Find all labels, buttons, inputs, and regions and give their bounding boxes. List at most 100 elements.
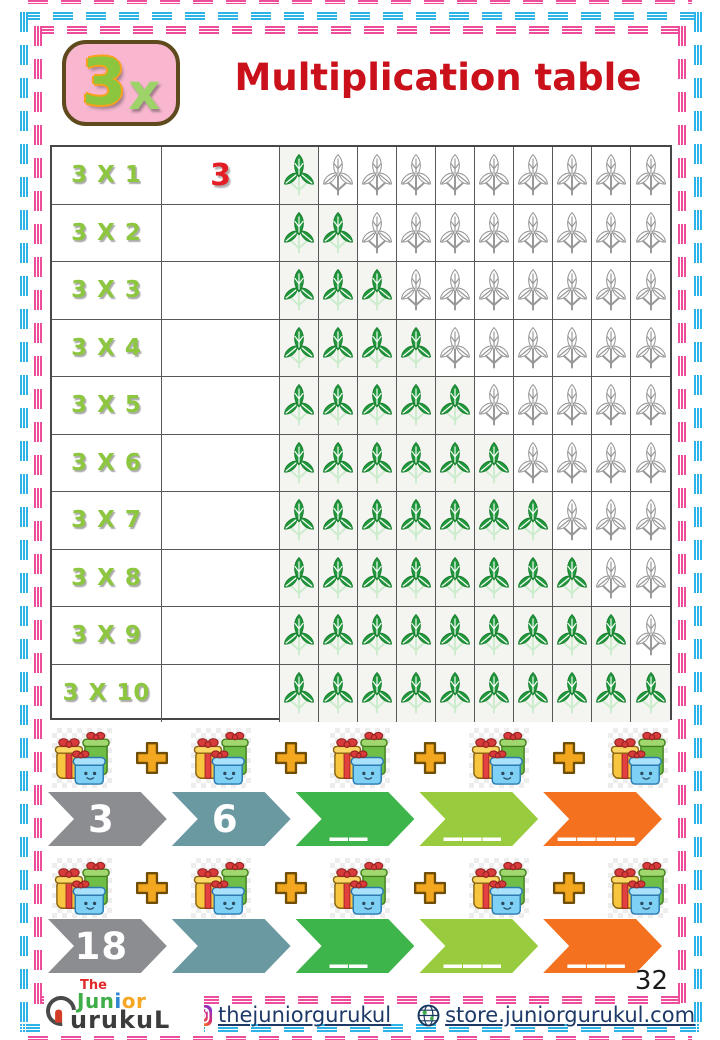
leaf-cell	[436, 607, 475, 665]
leaf-green-icon	[322, 268, 354, 312]
row-label: 3 X 2	[52, 204, 162, 262]
gifts-image	[469, 728, 529, 788]
leaf-cell	[358, 607, 397, 665]
chevron-step[interactable]: __	[296, 919, 415, 973]
leaf-cell	[319, 549, 358, 607]
leaf-outline-icon	[556, 211, 588, 255]
leaf-cell	[514, 434, 553, 492]
chevron-step[interactable]	[172, 919, 291, 973]
leaf-green-icon	[478, 613, 510, 657]
plus-icon	[412, 740, 448, 776]
chevron-step[interactable]: __	[296, 792, 415, 846]
answer-cell[interactable]	[162, 492, 280, 550]
leaf-cell	[436, 377, 475, 435]
leaf-outline-icon	[478, 383, 510, 427]
chevron-step[interactable]: ____	[543, 792, 662, 846]
leaf-cell	[280, 147, 319, 205]
answer-cell[interactable]	[162, 549, 280, 607]
pink-border-right	[678, 26, 686, 1004]
gifts-image	[469, 858, 529, 918]
instagram-handle[interactable]: thejuniorgurukul	[217, 1003, 392, 1027]
leaf-outline-icon	[635, 556, 667, 600]
leaf-outline-icon	[478, 211, 510, 255]
store-url[interactable]: store.juniorgurukul.com	[445, 1003, 696, 1027]
answer-cell[interactable]	[162, 607, 280, 665]
plus-icon	[134, 870, 170, 906]
leaf-cell	[397, 664, 436, 722]
leaf-outline-icon	[595, 211, 627, 255]
chevron-step[interactable]: ___	[419, 792, 538, 846]
answer-cell[interactable]	[162, 262, 280, 320]
leaf-outline-icon	[556, 498, 588, 542]
leaf-cell	[553, 204, 592, 262]
leaf-cell	[358, 549, 397, 607]
leaf-green-icon	[283, 441, 315, 485]
leaf-outline-icon	[635, 268, 667, 312]
outer-pink-border-top	[28, 0, 692, 4]
plus-icon	[551, 740, 587, 776]
leaf-green-icon	[478, 441, 510, 485]
leaf-cell	[514, 492, 553, 550]
leaf-outline-icon	[478, 268, 510, 312]
leaf-green-icon	[361, 326, 393, 370]
leaf-outline-icon	[517, 441, 549, 485]
row-label: 3 X 7	[52, 492, 162, 550]
plus-icon	[273, 740, 309, 776]
leaf-cell	[553, 607, 592, 665]
answer-cell[interactable]	[162, 377, 280, 435]
answer-cell[interactable]	[162, 319, 280, 377]
chevron-step: 6	[172, 792, 291, 846]
leaf-cell	[592, 434, 631, 492]
chevron-step[interactable]: ___	[543, 919, 662, 973]
answer-cell[interactable]	[162, 434, 280, 492]
gifts-row-2	[52, 856, 668, 920]
leaf-outline-icon	[439, 326, 471, 370]
leaf-cell	[397, 434, 436, 492]
leaf-green-icon	[595, 671, 627, 715]
leaf-green-icon	[322, 498, 354, 542]
gifts-image	[191, 858, 251, 918]
plus-icon	[134, 740, 170, 776]
leaf-green-icon	[283, 153, 315, 197]
leaf-green-icon	[400, 498, 432, 542]
leaf-outline-icon	[635, 383, 667, 427]
answer-cell[interactable]	[162, 204, 280, 262]
instagram-link[interactable]: thejuniorgurukul	[190, 1003, 391, 1027]
cyan-border-left	[20, 12, 28, 1032]
row-label: 3 X 4	[52, 319, 162, 377]
leaf-outline-icon	[517, 268, 549, 312]
leaf-outline-icon	[517, 326, 549, 370]
answer-cell[interactable]	[162, 664, 280, 722]
gift-boxes-icon	[53, 730, 111, 786]
row-label: 3 X 10	[52, 664, 162, 722]
leaf-cell	[358, 492, 397, 550]
leaf-outline-icon	[439, 268, 471, 312]
leaf-green-icon	[439, 441, 471, 485]
leaf-outline-icon	[361, 153, 393, 197]
chevron-step[interactable]: ___	[419, 919, 538, 973]
leaf-cell	[319, 377, 358, 435]
leaf-cell	[436, 147, 475, 205]
pink-border-top	[34, 26, 686, 34]
leaf-green-icon	[556, 613, 588, 657]
leaf-cell	[592, 549, 631, 607]
leaf-cell	[514, 147, 553, 205]
store-link[interactable]: store.juniorgurukul.com	[417, 1003, 695, 1027]
leaf-outline-icon	[517, 383, 549, 427]
leaf-cell	[553, 434, 592, 492]
leaf-outline-icon	[595, 153, 627, 197]
leaf-cell	[631, 377, 670, 435]
row-label: 3 X 5	[52, 377, 162, 435]
leaf-green-icon	[439, 671, 471, 715]
plus-icon	[551, 870, 587, 906]
skip-counting-arrows-1: 3 6 __ ___ ____	[48, 792, 662, 846]
leaf-green-icon	[478, 556, 510, 600]
row-label: 3 X 8	[52, 549, 162, 607]
footer-links: thejuniorgurukul store.juniorgurukul.com	[205, 1000, 695, 1030]
leaf-cell	[475, 664, 514, 722]
leaf-outline-icon	[322, 153, 354, 197]
leaf-green-icon	[361, 383, 393, 427]
leaf-green-icon	[361, 268, 393, 312]
leaf-outline-icon	[635, 211, 667, 255]
